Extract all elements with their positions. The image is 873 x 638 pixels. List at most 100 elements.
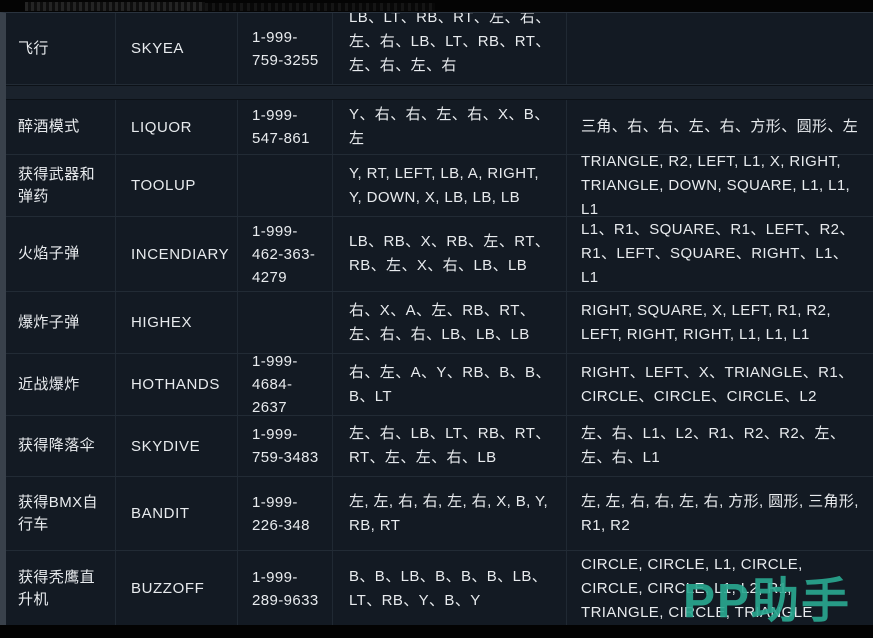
xbox-combo-cell: Y, RT, LEFT, LB, A, RIGHT, Y, DOWN, X, L… (332, 155, 566, 216)
xbox-combo-cell: Y、右、右、左、右、X、B、左 (332, 100, 566, 154)
table-row: 火焰子弹 INCENDIARY 1-999-462-363-4279 LB、RB… (6, 217, 873, 292)
cheat-code-text: LIQUOR (131, 118, 193, 136)
phone-number-cell: 1-999-289-9633 (237, 551, 332, 626)
phone-number-text: 1-999-759-3483 (252, 426, 319, 466)
xbox-combo-text: 右、左、A、Y、RB、B、B、B、LT (349, 363, 551, 405)
cheat-code-cell: BANDIT (115, 477, 237, 550)
table-row: 获得秃鹰直升机 BUZZOFF 1-999-289-9633 B、B、LB、B、… (6, 551, 873, 626)
phone-number-cell: 1-999-547-861 (237, 100, 332, 154)
cheat-name-cell: 飞行 (6, 13, 115, 84)
xbox-combo-cell: 右、左、A、Y、RB、B、B、B、LT (332, 354, 566, 415)
xbox-combo-text: Y、右、右、左、右、X、B、左 (349, 106, 550, 147)
cheat-code-text: INCENDIARY (131, 245, 230, 263)
ps-combo-cell: RIGHT、LEFT、X、TRIANGLE、R1、CIRCLE、CIRCLE、C… (566, 354, 873, 415)
xbox-combo-cell: 左, 左, 右, 右, 左, 右, X, B, Y, RB, RT (332, 477, 566, 550)
cheat-code-text: TOOLUP (131, 177, 197, 194)
cheat-code-text: HOTHANDS (131, 376, 220, 393)
table-row: 近战爆炸 HOTHANDS 1-999-4684-2637 右、左、A、Y、RB… (6, 354, 873, 416)
cheat-code-cell: SKYEA (115, 13, 237, 84)
phone-number-cell (237, 155, 332, 216)
xbox-combo-text: 左, 左, 右, 右, 左, 右, X, B, Y, RB, RT (349, 492, 549, 534)
top-bar-texture (25, 2, 205, 11)
ps-combo-text: TRIANGLE, R2, LEFT, L1, X, RIGHT, TRIANG… (581, 155, 851, 216)
phone-number-text: 1-999-759-3255 (252, 28, 319, 69)
ps-combo-text: 三角、右、右、左、右、方形、圆形、左 (581, 118, 859, 135)
cheat-code-cell: HIGHEX (115, 292, 237, 353)
ps-combo-text: RIGHT、LEFT、X、TRIANGLE、R1、CIRCLE、CIRCLE、C… (581, 363, 854, 405)
phone-number-text: 1-999-4684-2637 (252, 354, 298, 415)
ps-combo-cell: 三角、右、右、左、右、方形、圆形、左 (566, 100, 873, 154)
phone-number-cell: 1-999-4684-2637 (237, 354, 332, 415)
cheat-code-text: SKYEA (131, 40, 185, 57)
phone-number-cell: 1-999-462-363-4279 (237, 217, 332, 291)
xbox-combo-cell: LB、RB、X、RB、左、RT、RB、左、X、右、LB、LB (332, 217, 566, 291)
cheat-name-text: 获得武器和弹药 (18, 165, 96, 205)
ps-combo-cell (566, 13, 873, 84)
cheat-name-cell: 醉酒模式 (6, 100, 115, 154)
cheat-name-text: 火焰子弹 (18, 245, 80, 262)
cheat-name-cell: 获得秃鹰直升机 (6, 551, 115, 626)
phone-number-cell: 1-999-226-348 (237, 477, 332, 550)
phone-number-text: 1-999-226-348 (252, 493, 310, 534)
top-bar-texture (205, 3, 435, 11)
ps-combo-text: CIRCLE, CIRCLE, L1, CIRCLE, CIRCLE, CIRC… (581, 555, 813, 621)
cheat-code-cell: BUZZOFF (115, 551, 237, 626)
ps-combo-text: 左、右、L1、L2、R1、R2、R2、左、左、右、L1 (581, 425, 846, 466)
ps-combo-text: 左, 左, 右, 右, 左, 右, 方形, 圆形, 三角形, R1, R2 (581, 492, 859, 534)
phone-number-text: 1-999-462-363-4279 (252, 222, 316, 286)
cheat-name-text: 近战爆炸 (18, 375, 80, 393)
xbox-combo-text: B、B、LB、B、B、B、LB、LT、RB、Y、B、Y (349, 567, 548, 609)
cheat-name-cell: 火焰子弹 (6, 217, 115, 291)
xbox-combo-text: 左、右、LB、LT、RB、RT、RT、左、左、右、LB (349, 425, 551, 466)
xbox-combo-cell: 左、右、LB、LT、RB、RT、RT、左、左、右、LB (332, 416, 566, 476)
xbox-combo-text: Y, RT, LEFT, LB, A, RIGHT, Y, DOWN, X, L… (349, 164, 539, 206)
ps-combo-cell: CIRCLE, CIRCLE, L1, CIRCLE, CIRCLE, CIRC… (566, 551, 873, 626)
cheat-name-text: 醉酒模式 (18, 118, 80, 135)
cheat-name-text: 获得秃鹰直升机 (18, 568, 96, 608)
ps-combo-text: L1、R1、SQUARE、R1、LEFT、R2、R1、LEFT、SQUARE、R… (581, 221, 855, 286)
cheat-name-cell: 获得BMX自行车 (6, 477, 115, 550)
ps-combo-cell: RIGHT, SQUARE, X, LEFT, R1, R2, LEFT, RI… (566, 292, 873, 353)
phone-number-text: 1-999-289-9633 (252, 568, 319, 609)
phone-number-cell: 1-999-759-3255 (237, 13, 332, 84)
cheat-name-cell: 近战爆炸 (6, 354, 115, 415)
top-crop-bar (0, 0, 873, 12)
cheat-code-cell: HOTHANDS (115, 354, 237, 415)
phone-number-cell: 1-999-759-3483 (237, 416, 332, 476)
cheat-name-text: 爆炸子弹 (18, 313, 80, 331)
cheat-code-cell: INCENDIARY (115, 217, 237, 291)
xbox-combo-cell: LB、LT、RB、RT、左、右、左、右、LB、LT、RB、RT、左、右、左、右 (332, 13, 566, 84)
table-row: 飞行 SKYEA 1-999-759-3255 LB、LT、RB、RT、左、右、… (6, 13, 873, 85)
table-row: 获得降落伞 SKYDIVE 1-999-759-3483 左、右、LB、LT、R… (6, 416, 873, 477)
phone-number-text: 1-999-547-861 (252, 107, 310, 147)
cheat-code-cell: SKYDIVE (115, 416, 237, 476)
ps-combo-cell: 左、右、L1、L2、R1、R2、R2、左、左、右、L1 (566, 416, 873, 476)
cheat-code-text: BUZZOFF (131, 580, 205, 597)
ps-combo-cell: 左, 左, 右, 右, 左, 右, 方形, 圆形, 三角形, R1, R2 (566, 477, 873, 550)
ps-combo-text: RIGHT, SQUARE, X, LEFT, R1, R2, LEFT, RI… (581, 301, 831, 343)
cheat-code-text: HIGHEX (131, 314, 193, 331)
table-row: 获得武器和弹药 TOOLUP Y, RT, LEFT, LB, A, RIGHT… (6, 155, 873, 217)
cheat-code-text: SKYDIVE (131, 437, 201, 455)
xbox-combo-cell: 右、X、A、左、RB、RT、左、右、右、LB、LB、LB (332, 292, 566, 353)
cheat-code-text: BANDIT (131, 505, 190, 522)
xbox-combo-text: LB、RB、X、RB、左、RT、RB、左、X、右、LB、LB (349, 233, 551, 274)
phone-number-cell (237, 292, 332, 353)
table-row: 获得BMX自行车 BANDIT 1-999-226-348 左, 左, 右, 右… (6, 477, 873, 551)
cheat-code-cell: LIQUOR (115, 100, 237, 154)
cheat-name-text: 获得降落伞 (18, 437, 96, 454)
cheat-name-cell: 获得武器和弹药 (6, 155, 115, 216)
xbox-combo-text: 右、X、A、左、RB、RT、左、右、右、LB、LB、LB (349, 301, 536, 343)
xbox-combo-text: LB、LT、RB、RT、左、右、左、右、LB、LT、RB、RT、左、右、左、右 (349, 13, 551, 74)
xbox-combo-cell: B、B、LB、B、B、B、LB、LT、RB、Y、B、Y (332, 551, 566, 626)
cheat-code-cell: TOOLUP (115, 155, 237, 216)
bottom-crop-bar (0, 625, 873, 638)
table-row: 爆炸子弹 HIGHEX 右、X、A、左、RB、RT、左、右、右、LB、LB、LB… (6, 292, 873, 354)
cheat-name-cell: 爆炸子弹 (6, 292, 115, 353)
cheat-name-cell: 获得降落伞 (6, 416, 115, 476)
ps-combo-cell: TRIANGLE, R2, LEFT, L1, X, RIGHT, TRIANG… (566, 155, 873, 216)
table-section-divider (6, 85, 873, 100)
ps-combo-cell: L1、R1、SQUARE、R1、LEFT、R2、R1、LEFT、SQUARE、R… (566, 217, 873, 291)
cheat-name-text: 获得BMX自行车 (18, 493, 98, 533)
